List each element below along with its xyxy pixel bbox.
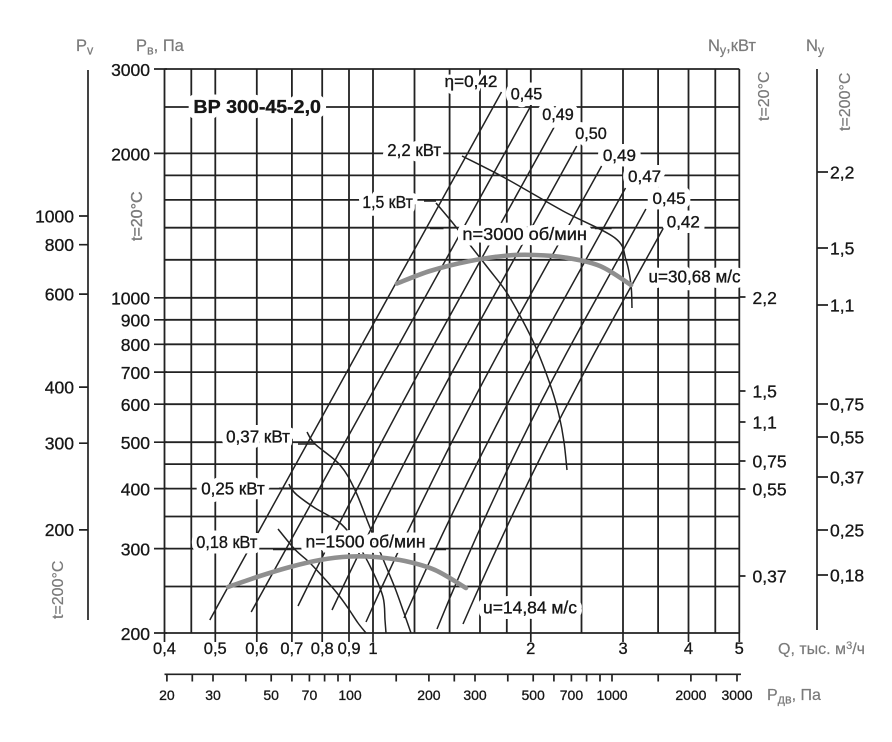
svg-text:800: 800 [45,235,74,255]
svg-text:0,49: 0,49 [603,146,636,165]
svg-text:5: 5 [735,640,744,658]
svg-text:3: 3 [618,640,627,658]
svg-text:300: 300 [45,434,74,454]
svg-text:t=20°C: t=20°C [756,71,773,121]
svg-text:400: 400 [45,377,74,397]
svg-text:1,5: 1,5 [753,381,777,401]
svg-text:0,8: 0,8 [311,640,334,658]
svg-text:2: 2 [526,640,535,658]
svg-text:2,2: 2,2 [753,288,777,308]
svg-text:800: 800 [121,335,150,355]
svg-text:2000: 2000 [675,687,706,703]
svg-text:0,49: 0,49 [542,106,574,124]
svg-text:t=200°C: t=200°C [837,73,854,131]
svg-text:1,1: 1,1 [753,412,777,432]
svg-text:20: 20 [159,687,175,703]
svg-text:4: 4 [684,640,693,658]
svg-text:200: 200 [121,624,150,644]
svg-text:0,7: 0,7 [280,640,303,658]
svg-text:0,18 кВт: 0,18 кВт [196,532,257,552]
svg-text:300: 300 [463,687,487,703]
svg-text:0,25: 0,25 [830,520,864,540]
svg-text:30: 30 [205,687,221,703]
svg-text:3000: 3000 [721,687,752,703]
svg-text:2,2 кВт: 2,2 кВт [387,140,441,160]
svg-text:500: 500 [121,433,150,453]
svg-text:n=3000 об/мин: n=3000 об/мин [462,224,587,244]
svg-text:0,37: 0,37 [830,467,864,487]
svg-text:1,5: 1,5 [830,238,854,258]
svg-text:0,55: 0,55 [830,427,864,447]
svg-text:900: 900 [121,311,150,331]
svg-text:1000: 1000 [35,206,74,226]
svg-text:0,9: 0,9 [338,640,361,658]
svg-text:400: 400 [121,479,150,499]
svg-text:0,45: 0,45 [511,86,543,104]
svg-text:1,1: 1,1 [830,295,854,315]
svg-text:70: 70 [302,687,318,703]
svg-text:0,75: 0,75 [753,451,787,471]
svg-text:η=0,42: η=0,42 [445,73,498,91]
svg-text:300: 300 [121,539,150,559]
svg-text:Nу,кВт: Nу,кВт [708,37,756,58]
svg-text:2000: 2000 [111,144,150,164]
svg-text:700: 700 [121,363,150,383]
svg-text:0,37 кВт: 0,37 кВт [226,427,290,447]
svg-text:0,47: 0,47 [628,167,661,186]
svg-text:500: 500 [521,687,545,703]
svg-text:ВР 300-45-2,0: ВР 300-45-2,0 [193,97,321,117]
svg-text:t=20°C: t=20°C [129,191,146,241]
svg-text:η=0,42: η=0,42 [445,73,498,91]
svg-text:0,42: 0,42 [667,213,700,232]
svg-text:1: 1 [368,640,377,658]
svg-text:0,45: 0,45 [652,189,685,208]
svg-text:Pдв, Па: Pдв, Па [767,687,821,707]
svg-text:0,37: 0,37 [753,566,787,586]
svg-text:0,18: 0,18 [830,565,864,585]
svg-text:0,55: 0,55 [753,479,787,499]
svg-text:0,50: 0,50 [575,125,607,143]
svg-text:0,6: 0,6 [245,640,268,658]
svg-text:2,2: 2,2 [830,162,854,182]
svg-text:600: 600 [121,395,150,415]
svg-text:600: 600 [45,284,74,304]
svg-text:t=200°C: t=200°C [50,561,67,619]
svg-text:u=30,68 м/с: u=30,68 м/с [649,267,741,287]
svg-text:0,75: 0,75 [830,394,864,414]
svg-text:u=14,84 м/с: u=14,84 м/с [483,598,577,618]
svg-text:Q, тыс. м3/ч: Q, тыс. м3/ч [778,640,865,658]
svg-text:100: 100 [338,687,362,703]
svg-text:0,4: 0,4 [153,640,176,658]
svg-text:200: 200 [417,687,441,703]
svg-text:n=1500 об/мин: n=1500 об/мин [306,531,426,551]
svg-text:1000: 1000 [111,289,150,309]
svg-text:Pв, Па: Pв, Па [136,37,185,58]
svg-text:50: 50 [263,687,279,703]
svg-text:1,5 кВт: 1,5 кВт [362,192,412,212]
svg-text:0,5: 0,5 [204,640,227,658]
svg-text:1000: 1000 [596,687,627,703]
svg-text:700: 700 [560,687,584,703]
svg-text:3000: 3000 [111,60,150,80]
svg-text:200: 200 [45,520,74,540]
svg-text:0,25 кВт: 0,25 кВт [201,479,265,499]
